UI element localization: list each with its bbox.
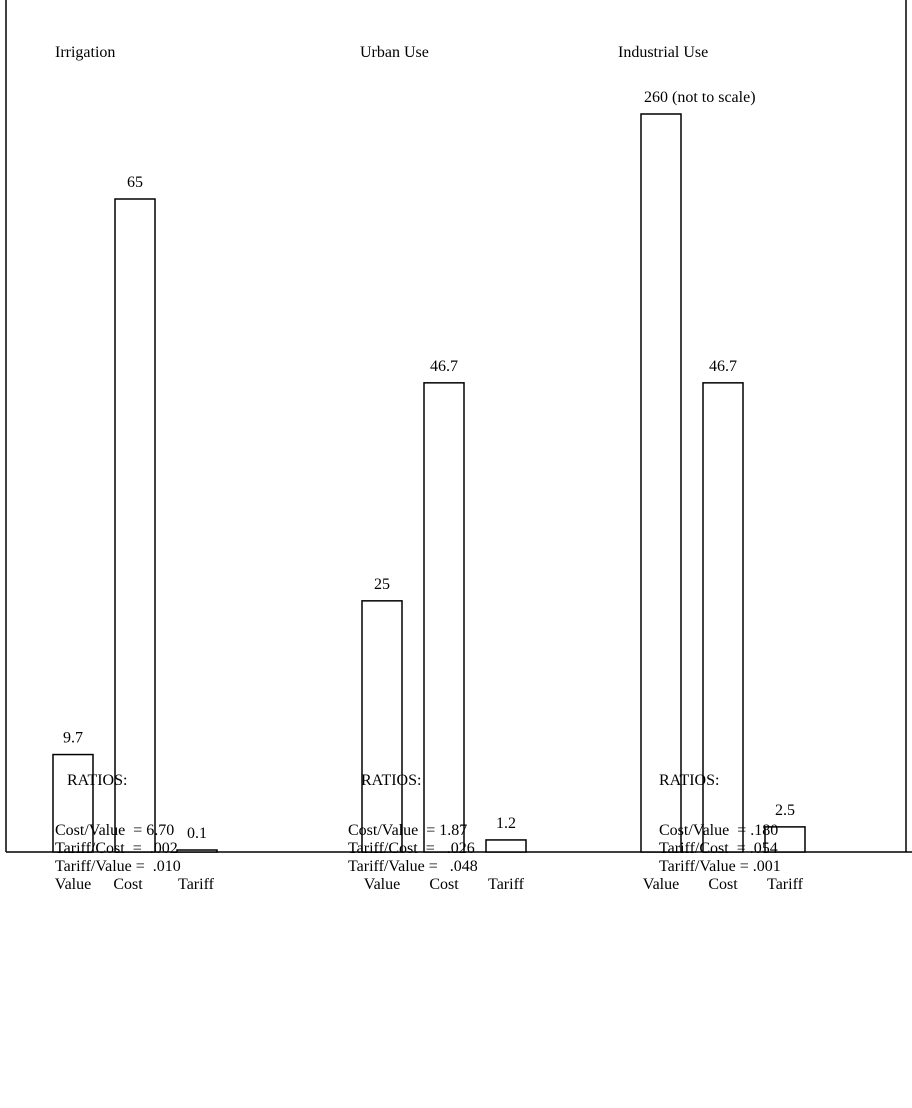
bar	[702, 382, 744, 853]
ratio-row: Tariff/Cost = .026	[348, 840, 475, 857]
bar-value-label: 260 (not to scale)	[644, 89, 756, 106]
ratio-row: Cost/Value = .180	[659, 822, 779, 839]
ratio-row: Cost/Value = 6.70	[55, 822, 175, 839]
bar-value-label: 46.7	[709, 358, 737, 375]
bar-value-label: 2.5	[775, 802, 795, 819]
ratios-heading: RATIOS:	[67, 772, 128, 789]
bar-value-label: 1.2	[496, 815, 516, 832]
bar-value-label: 46.7	[430, 358, 458, 375]
category-tick-label: Tariff	[767, 876, 804, 893]
ratio-row: Tariff/Value = .001	[659, 858, 781, 875]
ratios-heading: RATIOS:	[659, 772, 720, 789]
ratio-row: Tariff/Value = .048	[348, 858, 478, 875]
bar	[485, 839, 527, 853]
group-title: Industrial Use	[618, 44, 708, 61]
bar	[114, 198, 156, 853]
ratio-row: Cost/Value = 1.87	[348, 822, 468, 839]
bar	[423, 382, 465, 853]
category-tick-label: Value	[643, 876, 679, 893]
ratio-row: Tariff/Value = .010	[55, 858, 181, 875]
group-title: Urban Use	[360, 44, 429, 61]
bar-value-label: 9.7	[63, 730, 83, 747]
category-tick-label: Cost	[708, 876, 738, 893]
bar	[176, 849, 218, 853]
ratio-row: Tariff/Cost = .054	[659, 840, 778, 857]
bar-value-label: 25	[374, 576, 390, 593]
category-tick-label: Tariff	[488, 876, 525, 893]
category-tick-label: Cost	[429, 876, 459, 893]
bar	[640, 113, 682, 853]
category-tick-label: Value	[55, 876, 91, 893]
bar-value-label: 0.1	[187, 825, 207, 842]
category-tick-label: Tariff	[178, 876, 215, 893]
bar	[764, 826, 806, 853]
bar	[361, 600, 403, 853]
ratios-heading: RATIOS:	[361, 772, 422, 789]
group-title: Irrigation	[55, 44, 115, 61]
bar-value-label: 65	[127, 174, 143, 191]
bar	[52, 753, 94, 853]
category-tick-label: Value	[364, 876, 400, 893]
grouped-bar-chart: Irrigation 9.7 Value 65 Cost 0.1 Tariff Urban U…	[5, 0, 912, 893]
category-tick-label: Cost	[113, 876, 143, 893]
ratio-row: Tariff/Cost = .002	[55, 840, 178, 857]
